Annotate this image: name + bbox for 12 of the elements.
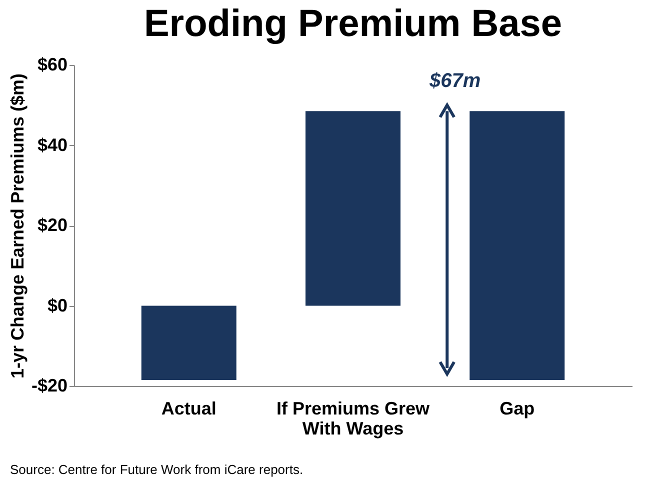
x-tick-label: Actual	[161, 398, 216, 418]
y-tick-label: $60	[37, 54, 68, 74]
x-tick-label: Gap	[500, 398, 535, 418]
y-tick-label: $0	[47, 295, 68, 316]
annotation: $67m	[428, 70, 481, 92]
x-tick-label: If Premiums Grew With Wages	[276, 398, 431, 438]
chart-title: Eroding Premium Base	[144, 3, 562, 45]
y-tick-label: $20	[37, 215, 68, 235]
y-tick-label: -$20	[31, 376, 68, 396]
source-note: Source: Centre for Future Work from iCare reports.	[10, 462, 304, 477]
y-tick-label: $40	[37, 134, 68, 155]
y-axis-title: 1-yr Change Earned Premiums ($m)	[7, 73, 28, 379]
